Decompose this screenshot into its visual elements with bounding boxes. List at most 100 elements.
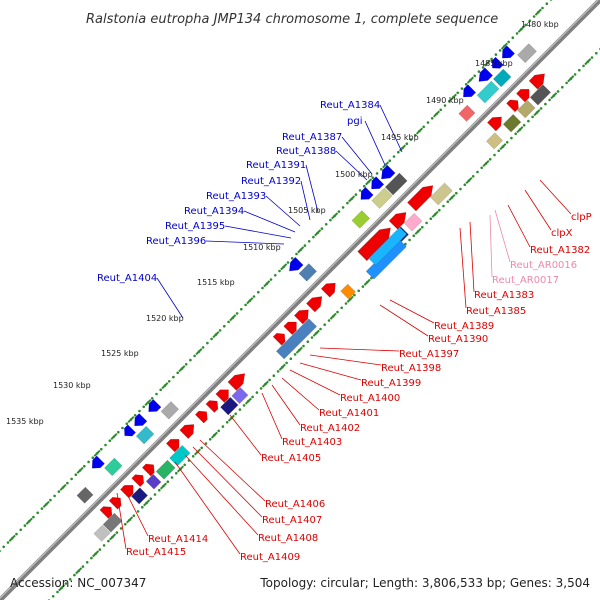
outer-ring-major-tick bbox=[144, 398, 152, 407]
plus-gene-label: Reut_A1395 bbox=[165, 221, 225, 232]
inner-ring-dot bbox=[361, 285, 365, 288]
outer-ring-dot bbox=[464, 83, 468, 86]
plus-strand-block bbox=[517, 43, 537, 64]
minus-label-leader bbox=[271, 384, 301, 426]
inner-ring-dot bbox=[234, 412, 237, 416]
outer-ring-dot bbox=[32, 515, 35, 519]
inner-ring-dot bbox=[102, 544, 106, 547]
outer-ring-dot bbox=[15, 532, 18, 536]
outer-ring-dot bbox=[150, 397, 154, 400]
plus-strand-gene bbox=[501, 45, 515, 59]
minus-label-leader bbox=[229, 414, 262, 456]
inner-ring-dot bbox=[370, 276, 373, 280]
minus-strand-gene bbox=[407, 185, 434, 212]
inner-ring-dot bbox=[429, 217, 433, 220]
scale-label: 1515 kbp bbox=[197, 278, 235, 287]
outer-ring-dot bbox=[125, 422, 129, 426]
outer-ring-dot bbox=[167, 380, 171, 383]
plus-strand-gene bbox=[371, 176, 385, 190]
inner-ring-dot bbox=[476, 170, 479, 174]
outer-ring-dot bbox=[104, 443, 107, 447]
minus-strand-gene bbox=[194, 410, 208, 424]
inner-ring-dot bbox=[565, 81, 568, 85]
minus-strand-block bbox=[517, 99, 536, 119]
inner-ring-dot bbox=[73, 573, 76, 577]
inner-ring-major-tick bbox=[346, 295, 354, 303]
inner-ring-dot bbox=[119, 527, 123, 530]
minus-gene-label: Reut_A1402 bbox=[300, 423, 360, 434]
inner-ring-dot bbox=[132, 514, 136, 517]
outer-ring-major-tick bbox=[25, 517, 33, 525]
inner-ring-dot bbox=[408, 238, 411, 242]
minus-strand-gene bbox=[293, 309, 309, 325]
minus-gene-label: Reut_A1405 bbox=[261, 453, 321, 464]
inner-ring-dot bbox=[238, 408, 242, 411]
outer-ring-dot bbox=[532, 15, 536, 18]
minus-strand-block bbox=[93, 524, 111, 542]
plus-strand-block bbox=[76, 486, 94, 504]
scale-label: 1490 kbp bbox=[426, 96, 464, 105]
outer-ring-dot bbox=[477, 70, 481, 73]
inner-ring-major-tick bbox=[143, 499, 151, 507]
inner-ring-dot bbox=[276, 370, 280, 373]
outer-ring-dot bbox=[244, 303, 247, 307]
outer-ring-dot bbox=[358, 189, 362, 192]
inner-ring-major-tick bbox=[516, 126, 524, 134]
inner-ring-dot bbox=[259, 387, 263, 390]
inner-ring-major-tick bbox=[363, 278, 371, 286]
minus-strand-gene bbox=[131, 474, 145, 488]
outer-ring-dot bbox=[223, 324, 226, 328]
inner-ring-dot bbox=[539, 107, 543, 110]
minus-label-leader bbox=[184, 454, 259, 536]
minus-gene-label: Reut_A1407 bbox=[262, 515, 322, 526]
outer-ring-dot bbox=[481, 66, 485, 69]
minus-strand-block bbox=[529, 84, 552, 106]
minus-strand-block bbox=[430, 182, 453, 206]
minus-strand-gene bbox=[388, 212, 407, 230]
scale-label: 1505 kbp bbox=[288, 206, 326, 215]
inner-ring-dot bbox=[327, 319, 331, 322]
minus-label-leader bbox=[524, 189, 552, 231]
plus-gene-label: Reut_A1387 bbox=[282, 132, 342, 143]
minus-gene-label: Reut_A1408 bbox=[258, 533, 318, 544]
minus-strand-block bbox=[220, 396, 239, 416]
outer-ring-major-tick bbox=[178, 365, 186, 373]
inner-ring-major-tick bbox=[159, 482, 168, 490]
outer-ring-major-tick bbox=[246, 297, 254, 305]
outer-ring-major-tick bbox=[76, 466, 84, 474]
outer-ring-dot bbox=[545, 2, 549, 5]
outer-ring-major-tick bbox=[466, 76, 474, 84]
plus-strand-gene bbox=[491, 56, 504, 69]
outer-ring-dot bbox=[53, 494, 56, 498]
outer-ring-dot bbox=[70, 477, 73, 481]
outer-ring-dot bbox=[320, 227, 324, 230]
inner-ring-major-tick bbox=[278, 363, 286, 371]
outer-ring-major-tick bbox=[483, 59, 491, 67]
plus-label-leader bbox=[335, 150, 368, 181]
outer-ring-dot bbox=[269, 278, 273, 281]
outer-ring-dot bbox=[121, 426, 124, 430]
plus-strand-block bbox=[351, 210, 370, 229]
minus-label-leader bbox=[469, 221, 475, 293]
outer-ring-dot bbox=[240, 307, 243, 311]
inner-ring-dot bbox=[51, 595, 55, 598]
outer-ring-dot bbox=[91, 456, 95, 460]
outer-ring-major-tick bbox=[314, 229, 322, 237]
outer-ring-dot bbox=[278, 269, 281, 273]
minus-gene-label: Reut_A1401 bbox=[319, 408, 379, 419]
minus-label-leader bbox=[299, 362, 362, 381]
minus-label-leader bbox=[309, 354, 382, 366]
outer-ring-dot bbox=[354, 193, 358, 196]
outer-ring-dot bbox=[210, 337, 213, 341]
outer-ring-dot bbox=[290, 257, 294, 260]
outer-ring-major-tick bbox=[331, 212, 339, 220]
plus-label-leader bbox=[364, 120, 386, 166]
scale-label: 1530 kbp bbox=[53, 381, 91, 390]
outer-ring-dot bbox=[447, 100, 451, 103]
outer-ring-major-tick bbox=[110, 432, 118, 441]
minus-gene-label: Reut_A1397 bbox=[399, 349, 459, 360]
plus-label-leader bbox=[243, 210, 296, 233]
minus-gene-label: Reut_A1390 bbox=[428, 334, 488, 345]
inner-ring-dot bbox=[107, 539, 110, 543]
inner-ring-dot bbox=[64, 582, 68, 585]
